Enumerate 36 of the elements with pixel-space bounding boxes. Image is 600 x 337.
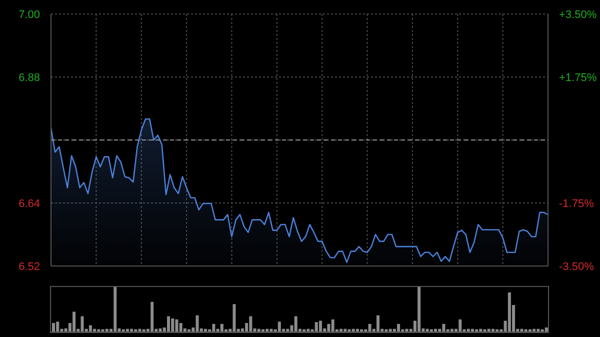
bar	[418, 287, 421, 332]
bar	[508, 292, 511, 332]
y2-tick-label: -1.75%	[559, 198, 594, 210]
y-tick-label: 6.64	[18, 198, 40, 210]
y2-tick-label: -3.50%	[559, 261, 594, 273]
bar	[368, 324, 372, 332]
y-tick-label: 6.52	[18, 261, 40, 273]
bar	[278, 322, 281, 332]
y-tick-label: 7.00	[18, 9, 40, 21]
bar	[56, 322, 60, 332]
y2-tick-label: +3.50%	[559, 9, 597, 21]
bar	[150, 302, 154, 332]
bar	[52, 323, 55, 332]
bar	[327, 324, 330, 332]
bar	[232, 304, 236, 332]
bar	[458, 319, 462, 332]
bar	[376, 315, 380, 332]
bar	[212, 324, 216, 332]
y-tick-label: 6.88	[18, 72, 40, 84]
bar	[314, 322, 318, 332]
bar	[72, 312, 76, 332]
bar	[167, 316, 170, 332]
bar	[397, 324, 400, 332]
bar	[442, 324, 446, 332]
bar	[80, 316, 84, 332]
bar	[175, 319, 178, 332]
bar	[294, 316, 298, 332]
y2-tick-label: +1.75%	[559, 72, 597, 84]
bar	[220, 324, 224, 332]
bar	[249, 316, 252, 332]
bar	[114, 287, 117, 332]
bar	[179, 323, 182, 332]
bar	[196, 315, 199, 332]
bar	[331, 319, 334, 332]
bar	[318, 320, 322, 332]
bar	[171, 318, 174, 332]
